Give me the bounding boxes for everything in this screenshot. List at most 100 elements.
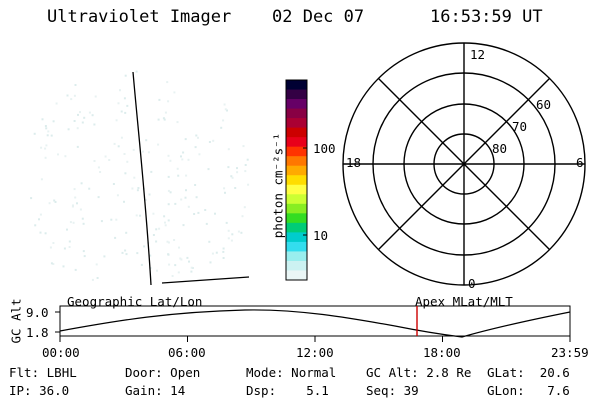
speckle-dot xyxy=(222,250,225,253)
speckle-dot xyxy=(76,127,79,130)
speckle-dot xyxy=(91,278,94,281)
polar-plot xyxy=(342,42,586,286)
speckle-dot xyxy=(224,191,226,194)
speckle-dot xyxy=(115,119,118,122)
speckle-dot xyxy=(97,166,100,169)
speckle-dot xyxy=(52,120,55,123)
color-bar-segment xyxy=(286,80,307,91)
speckle-dot xyxy=(137,187,140,189)
timeline-right-label: Apex MLat/MLT xyxy=(415,294,513,309)
speckle-dot xyxy=(143,245,146,248)
ip-value: 36.0 xyxy=(39,383,70,398)
speckle-dot xyxy=(114,236,117,239)
timeline-xtick-1200: 12:00 xyxy=(296,345,334,360)
speckle-dot xyxy=(211,252,214,255)
glat-value: 20.6 xyxy=(539,365,570,380)
speckle-dot xyxy=(116,194,119,197)
timeline-xtick-0600: 06:00 xyxy=(168,345,206,360)
speckle-dot xyxy=(124,249,127,252)
speckle-dot xyxy=(157,143,160,146)
speckle-dot xyxy=(204,209,207,211)
speckle-dot xyxy=(125,231,128,234)
speckle-dot xyxy=(152,234,155,236)
date-label: 02 Dec 07 xyxy=(272,7,365,27)
speckle-dot xyxy=(131,187,134,190)
status-glat: GLat: 20.6 xyxy=(487,365,570,380)
status-flt: Flt: LBHL xyxy=(9,365,77,380)
polar-label-right: 6 xyxy=(576,155,584,170)
speckle-dot xyxy=(164,111,167,114)
speckle-dot xyxy=(104,155,107,158)
gcalt-label: GC Alt: xyxy=(366,365,419,380)
timeline-xtick-0000: 00:00 xyxy=(42,345,80,360)
speckle-dot xyxy=(145,198,147,201)
speckle-dot xyxy=(173,91,176,94)
speckle-dot xyxy=(53,199,56,202)
speckle-dot xyxy=(79,208,82,211)
color-bar-segment xyxy=(286,89,307,100)
speckle-dot xyxy=(135,70,138,73)
speckle-dot xyxy=(73,120,76,122)
speckle-dot xyxy=(123,153,126,155)
speckle-dot xyxy=(136,189,139,192)
speckle-dot xyxy=(77,113,79,116)
speckle-dot xyxy=(156,269,158,272)
speckle-dot xyxy=(79,111,81,114)
speckle-dot xyxy=(52,263,55,265)
speckle-dot xyxy=(167,253,170,256)
speckle-dot xyxy=(30,197,33,200)
speckle-dot xyxy=(191,267,194,269)
speckle-dot xyxy=(198,153,201,156)
glon-value: 7.6 xyxy=(547,383,570,398)
speckle-dot xyxy=(73,94,76,97)
speckle-dot xyxy=(80,182,83,185)
speckle-dot xyxy=(167,241,170,244)
speckle-dot xyxy=(152,212,155,215)
color-bar-segment xyxy=(286,156,307,167)
speckle-dot xyxy=(244,164,247,166)
speckle-dot xyxy=(44,156,47,159)
color-bar-segment xyxy=(286,194,307,205)
status-dsp: Dsp: 5.1 xyxy=(246,383,329,398)
speckle-dot xyxy=(52,242,55,244)
speckle-dot xyxy=(139,214,142,217)
speckle-dot xyxy=(222,247,225,250)
speckle-dot xyxy=(39,213,42,216)
timeline-x-ticks xyxy=(59,336,571,342)
speckle-dot xyxy=(94,95,97,98)
speckle-dot xyxy=(187,158,190,161)
speckle-dot xyxy=(169,159,172,162)
color-bar-segment xyxy=(286,165,307,176)
speckle-dot xyxy=(124,74,127,77)
speckle-dot xyxy=(236,171,239,174)
dsp-value: 5.1 xyxy=(306,383,329,398)
speckle-dot xyxy=(62,265,65,268)
speckle-dot xyxy=(227,148,230,151)
speckle-dot xyxy=(120,110,123,113)
color-bar-segment xyxy=(286,251,307,262)
speckle-dot xyxy=(82,222,85,225)
speckle-dot xyxy=(193,213,196,215)
speckle-dot xyxy=(195,196,198,199)
speckle-dot xyxy=(120,136,123,139)
color-bar-segment xyxy=(286,137,307,148)
color-bar-unit-label: photon cm⁻²s⁻¹ xyxy=(270,132,286,239)
speckle-dot xyxy=(66,94,69,97)
speckle-dot xyxy=(44,147,47,150)
speckle-dot xyxy=(112,183,115,185)
speckle-dot xyxy=(83,116,86,119)
speckle-dot xyxy=(64,155,67,158)
speckle-dot xyxy=(123,200,125,203)
speckle-dot xyxy=(71,205,74,208)
speckle-dot xyxy=(55,102,58,105)
speckle-dot xyxy=(82,250,85,253)
speckle-dot xyxy=(97,196,100,199)
speckle-dot xyxy=(187,205,190,208)
speckle-dot xyxy=(180,258,183,261)
aurora-image-speckle xyxy=(30,70,250,281)
speckle-dot xyxy=(178,246,180,249)
status-seq: Seq: 39 xyxy=(366,383,419,398)
speckle-dot xyxy=(41,118,44,121)
speckle-dot xyxy=(141,150,144,153)
speckle-dot xyxy=(125,253,128,256)
